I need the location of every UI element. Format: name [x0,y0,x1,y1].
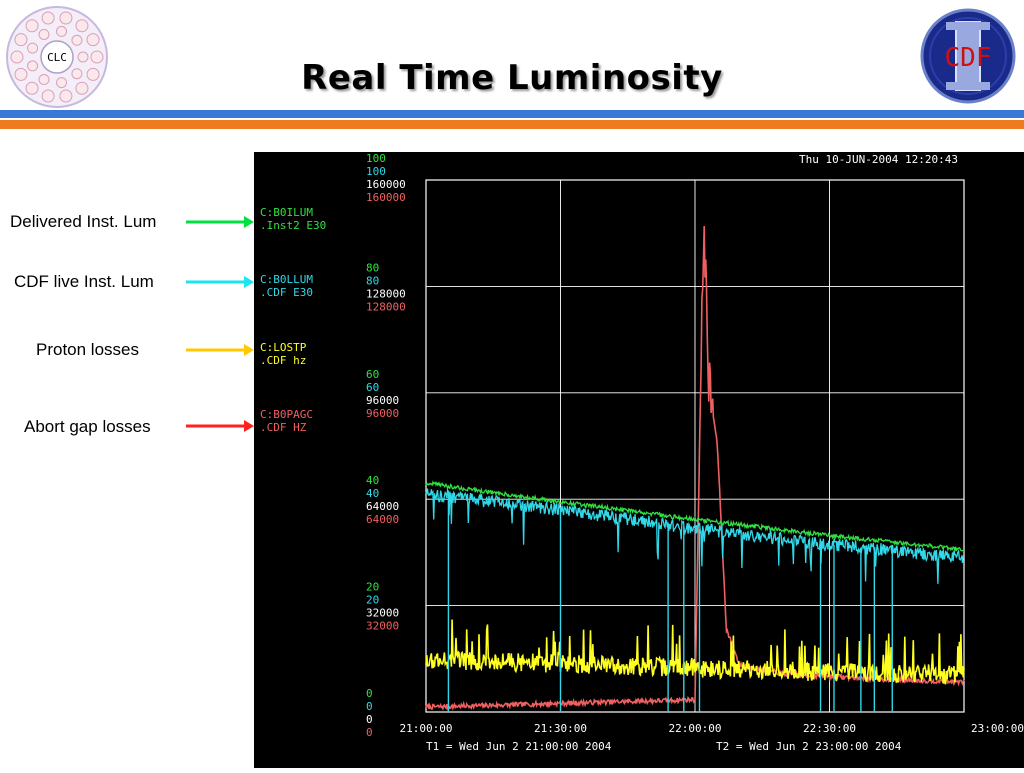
annotation-arrow-abort [186,420,254,432]
y-tick-label: 20 [366,581,379,594]
cdf-logo: CDF [920,8,1016,104]
cdf-logo-text: CDF [945,43,992,73]
clc-logo: CLC [6,6,108,108]
x-tick-label: 22:30:00 [803,722,856,735]
series-line-c-b0ilum [425,480,965,553]
header-band-gap [0,118,1024,120]
annotation-cdf-live: CDF live Inst. Lum [14,272,154,291]
y-tick-label: 96000 [366,407,399,420]
t2-label: T2 = Wed Jun 2 23:00:00 2004 [716,740,902,753]
y-tick-label: 128000 [366,287,406,300]
legend-series-unit: .CDF E30 [260,286,313,299]
y-tick-label: 20 [366,594,379,607]
chart-timestamp: Thu 10-JUN-2004 12:20:43 [799,153,958,166]
y-tick-label: 96000 [366,394,399,407]
y-tick-label: 64000 [366,513,399,526]
annotation-delivered: Delivered Inst. Lum [10,212,157,231]
y-tick-label: 32000 [366,620,399,633]
y-tick-label: 32000 [366,607,399,620]
legend-series-name: C:B0PAGC [260,408,313,421]
y-tick-label: 80 [366,274,379,287]
y-tick-label: 80 [366,261,379,274]
series-legend: C:B0ILUM.Inst2 E30 C:B0LLUM.CDF E30 C:LOST… [260,206,326,434]
slide-title: Real Time Luminosity [301,58,723,98]
y-tick-label: 60 [366,381,379,394]
legend-series-name: C:B0LLUM [260,273,313,286]
legend-series-unit: .Inst2 E30 [260,219,326,232]
y-tick-label: 60 [366,368,379,381]
y-tick-label: 0 [366,726,373,739]
annotation-arrow-delivered [186,216,254,228]
header-band-blue [0,110,1024,118]
luminosity-plot-panel: Thu 10-JUN-2004 12:20:43 100 100 160000 160… [254,152,1024,768]
legend-series-name: C:B0ILUM [260,206,313,219]
y-tick-label: 0 [366,687,373,700]
y-tick-label: 64000 [366,500,399,513]
x-tick-label: 21:30:00 [534,722,587,735]
x-tick-label: 21:00:00 [400,722,453,735]
y-tick-label: 160000 [366,191,406,204]
legend-series-unit: .CDF HZ [260,421,307,434]
annotation-abort-gap: Abort gap losses [24,417,151,436]
annotation-proton-losses: Proton losses [36,340,139,359]
y-tick-label: 0 [366,713,373,726]
x-tick-label: 22:00:00 [669,722,722,735]
clc-logo-text: CLC [47,51,67,64]
y-tick-labels: 1001001600001600008080128000128000606096… [366,152,406,739]
plot-grid [425,179,965,713]
y-tick-label: 0 [366,700,373,713]
header-band-orange [0,120,1024,129]
y-tick-label: 40 [366,474,379,487]
series-layer [425,225,965,712]
t1-label: T1 = Wed Jun 2 21:00:00 2004 [426,740,612,753]
legend-series-name: C:LOSTP [260,341,307,354]
annotation-arrow-proton [186,344,254,356]
y-tick-label: 128000 [366,300,406,313]
annotation-arrow-cdf-live [186,276,254,288]
y-tick-label: 100 [366,165,386,178]
x-tick-labels: 21:00:00 21:30:00 22:00:00 22:30:00 23:00:00 [400,722,1024,735]
luminosity-chart: Thu 10-JUN-2004 12:20:43 100100160000160… [260,152,1024,753]
y-tick-label: 40 [366,487,379,500]
y-tick-label: 160000 [366,178,406,191]
x-tick-label: 23:00:00 [971,722,1024,735]
legend-series-unit: .CDF hz [260,354,306,367]
y-tick-label: 100 [366,152,386,165]
